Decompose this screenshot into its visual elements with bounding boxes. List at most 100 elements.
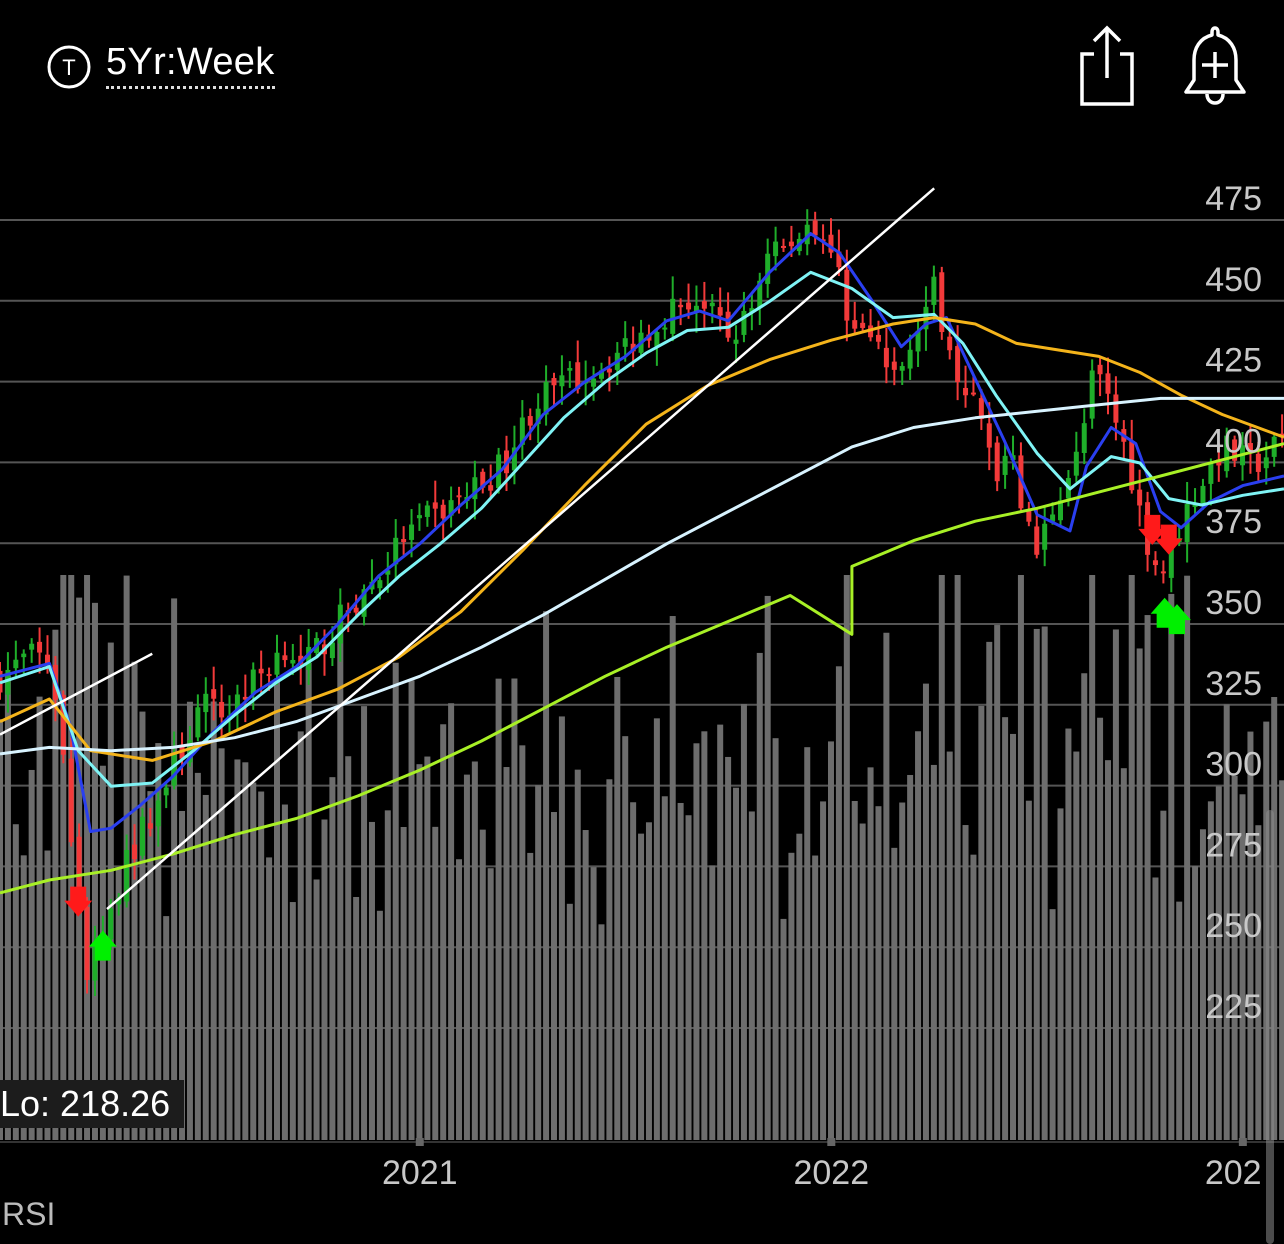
volume-bar bbox=[503, 767, 510, 1140]
volume-bar bbox=[321, 819, 328, 1140]
volume-bar bbox=[709, 865, 716, 1140]
buy-signal-arrow bbox=[88, 930, 117, 961]
volume-bar bbox=[827, 741, 834, 1140]
volume-bar bbox=[1152, 877, 1159, 1140]
candle-body bbox=[76, 836, 82, 906]
trendline[interactable] bbox=[0, 652, 153, 736]
volume-bar bbox=[440, 724, 447, 1140]
candle-body bbox=[266, 674, 272, 677]
volume-bar bbox=[1271, 697, 1278, 1140]
volume-bar bbox=[368, 821, 375, 1140]
volume-bar bbox=[60, 575, 67, 1140]
volume-bar bbox=[179, 810, 186, 1140]
candle-body bbox=[591, 378, 597, 387]
candle-body bbox=[416, 515, 422, 519]
candle-body bbox=[915, 330, 921, 352]
volume-bar bbox=[1160, 810, 1167, 1140]
candle-body bbox=[171, 752, 177, 786]
x-tick-mark bbox=[415, 1138, 424, 1146]
candle-body bbox=[424, 505, 430, 517]
volume-bar bbox=[1279, 780, 1284, 1140]
timeframe-selector[interactable]: 5Yr:Week bbox=[106, 40, 275, 89]
candle-body bbox=[559, 375, 565, 387]
candle-body bbox=[598, 370, 604, 379]
volume-bar bbox=[812, 855, 819, 1140]
candle-body bbox=[195, 707, 201, 738]
candle-body bbox=[1152, 560, 1158, 566]
volume-bar bbox=[1073, 751, 1080, 1140]
candle-body bbox=[994, 442, 1000, 482]
volume-bar bbox=[1231, 775, 1238, 1140]
y-tick-label: 425 bbox=[1205, 342, 1262, 380]
candle-body bbox=[907, 349, 913, 369]
candle-body bbox=[828, 234, 834, 253]
volume-bar bbox=[36, 696, 43, 1140]
candle-body bbox=[527, 416, 533, 426]
trendlines[interactable] bbox=[0, 187, 936, 910]
x-tick-mark bbox=[1238, 1138, 1247, 1146]
volume-bar bbox=[202, 794, 209, 1140]
candle-body bbox=[622, 338, 628, 347]
candle-body bbox=[749, 308, 755, 313]
volume-bar bbox=[1065, 728, 1072, 1140]
candle-body bbox=[163, 787, 169, 796]
volume-bar bbox=[725, 756, 732, 1140]
y-tick-label: 250 bbox=[1205, 907, 1262, 945]
candle-body bbox=[606, 368, 612, 373]
volume-bar bbox=[1010, 733, 1017, 1140]
candle-body bbox=[139, 816, 145, 856]
candle-body bbox=[21, 653, 27, 658]
share-icon[interactable] bbox=[1076, 24, 1138, 108]
volume-bar bbox=[922, 683, 929, 1140]
volume-bar bbox=[1049, 909, 1056, 1140]
volume-bar bbox=[52, 629, 59, 1140]
volume-bar bbox=[907, 774, 914, 1140]
moving-average-line bbox=[0, 442, 1284, 895]
candle-body bbox=[13, 659, 19, 669]
volume-bar bbox=[218, 748, 225, 1140]
candle-body bbox=[234, 694, 240, 713]
candle-body bbox=[92, 945, 98, 981]
moving-average-line bbox=[0, 396, 1284, 756]
volume-bar bbox=[432, 826, 439, 1140]
candle-body bbox=[519, 417, 525, 445]
trendline[interactable] bbox=[106, 187, 936, 910]
volume-bar bbox=[701, 731, 708, 1140]
candle-body bbox=[812, 220, 818, 236]
volume-bar bbox=[1002, 717, 1009, 1140]
scroll-indicator[interactable] bbox=[1266, 810, 1274, 1244]
volume-bar bbox=[717, 724, 724, 1140]
candle-body bbox=[401, 539, 407, 543]
volume-bar bbox=[1144, 615, 1151, 1140]
candle-body bbox=[242, 696, 248, 700]
low-price-label: Lo: 218.26 bbox=[0, 1080, 185, 1128]
candle-body bbox=[448, 500, 454, 516]
candle-body bbox=[1050, 514, 1056, 522]
volume-bar bbox=[994, 625, 1001, 1140]
y-tick-label: 475 bbox=[1205, 180, 1262, 218]
ticker-circle-icon[interactable]: T bbox=[46, 44, 92, 90]
volume-bar bbox=[645, 822, 652, 1140]
candle-body bbox=[1002, 455, 1008, 475]
volume-bar bbox=[875, 806, 882, 1140]
volume-bar bbox=[361, 706, 368, 1140]
volume-bar bbox=[693, 743, 700, 1140]
volume-bar bbox=[1136, 648, 1143, 1140]
candle-body bbox=[741, 310, 747, 335]
volume-bar bbox=[1097, 717, 1104, 1140]
indicator-tab-rsi[interactable]: RSI bbox=[2, 1196, 56, 1232]
candle-body bbox=[306, 646, 312, 670]
volume-bar bbox=[859, 823, 866, 1140]
candle-body bbox=[678, 304, 684, 308]
candle-body bbox=[875, 334, 881, 342]
candle-body bbox=[947, 336, 953, 351]
volume-bar bbox=[250, 782, 257, 1140]
bell-plus-icon[interactable] bbox=[1180, 22, 1250, 106]
volume-bar bbox=[1199, 829, 1206, 1140]
volume-bar bbox=[772, 738, 779, 1140]
volume-bar bbox=[28, 769, 35, 1140]
volume-bar bbox=[788, 852, 795, 1140]
volume-bar bbox=[1025, 800, 1032, 1140]
volume-bar bbox=[630, 802, 637, 1140]
